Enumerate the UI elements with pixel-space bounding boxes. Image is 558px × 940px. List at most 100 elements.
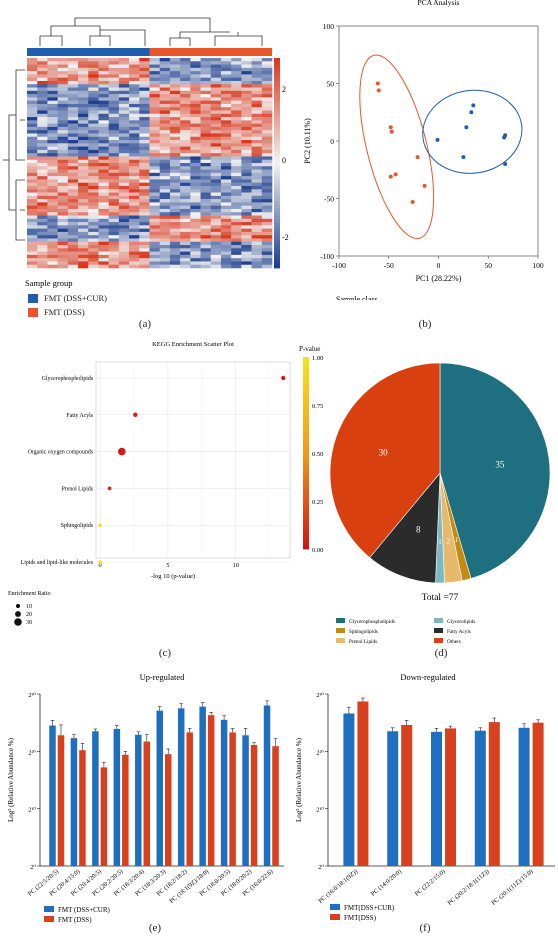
colorbar-tick-low: -2 [282, 233, 289, 242]
heatmap-cell [88, 113, 99, 118]
heatmap-cell [37, 133, 48, 138]
heatmap-cell [180, 130, 191, 134]
heatmap-cell [108, 245, 120, 249]
heatmap-cell [47, 241, 58, 246]
heatmap-cell [88, 97, 99, 101]
heatmap-cell [27, 258, 38, 262]
heatmap-cell [78, 100, 89, 105]
heatmap-cell [261, 74, 273, 78]
heatmap-cell [200, 179, 212, 183]
heatmap-cell [47, 202, 58, 206]
heatmap-cell [78, 176, 89, 180]
heatmap-cell [98, 179, 109, 183]
heatmap-cell [27, 218, 38, 223]
heatmap-cell [169, 202, 181, 206]
heatmap-cell [78, 228, 89, 233]
bar-dss [272, 746, 279, 866]
heatmap-cell [98, 71, 109, 75]
heatmap-cell [180, 146, 191, 151]
heatmap-cell [37, 58, 48, 62]
heatmap-cell [220, 215, 232, 220]
heatmap-cell [231, 218, 242, 223]
heatmap-cell [27, 149, 38, 154]
heatmap-cell [129, 107, 140, 111]
heatmap-cell [159, 205, 171, 210]
heatmap-cell [159, 71, 171, 75]
heatmap-cell [139, 163, 150, 167]
heatmap-cell [190, 258, 201, 262]
point-dss [388, 174, 393, 179]
heatmap-cell [98, 192, 109, 197]
heatmap-cell [190, 133, 201, 138]
heatmap-cell [180, 94, 191, 98]
heatmap-cell [139, 169, 150, 174]
heatmap-cell [159, 228, 171, 233]
heatmap-cell [251, 212, 263, 216]
heatmap-cell [241, 153, 252, 157]
heatmap-cell [200, 241, 212, 246]
heatmap-cell [190, 100, 201, 105]
heatmap-cell [231, 153, 242, 157]
heatmap-cell [200, 94, 212, 98]
heatmap-cell [47, 156, 58, 161]
heatmap-cell [37, 182, 48, 187]
heatmap-cell [231, 120, 242, 124]
heatmap-cell [129, 117, 140, 121]
heatmap-cell [118, 238, 130, 243]
heatmap-cell [190, 189, 201, 193]
pie-value-label: 1 [455, 536, 459, 544]
heatmap-cell [78, 74, 89, 78]
heatmap-cell [129, 159, 140, 164]
heatmap-cell [57, 179, 69, 183]
heatmap-cell [47, 77, 58, 82]
heatmap-cell [78, 67, 89, 72]
colorbar-segment [303, 383, 309, 389]
heatmap-cell [118, 245, 130, 249]
panel-label-c: (c) [158, 647, 172, 659]
heatmap-cell [27, 169, 38, 174]
heatmap-cell [169, 77, 181, 82]
heatmap-cell [159, 212, 171, 216]
heatmap-cell [98, 185, 109, 190]
heatmap-cell [37, 126, 48, 131]
heatmap-cell [78, 113, 89, 118]
heatmap-cell [88, 251, 99, 256]
heatmap-cell [27, 208, 38, 213]
heatmap-cell [241, 218, 252, 223]
heatmap-cell [220, 212, 232, 216]
heatmap-cell [37, 71, 48, 75]
heatmap-cell [261, 159, 273, 164]
y-axis-label: Log² (Relative Abundance %) [7, 737, 15, 822]
heatmap-cell [27, 67, 38, 72]
heatmap-cell [159, 143, 171, 147]
heatmap-cell [169, 238, 181, 243]
heatmap-cell [180, 166, 191, 170]
heatmap-cell [67, 120, 79, 124]
heatmap-cell [149, 192, 161, 197]
heatmap-cell [57, 87, 69, 92]
heatmap-cell [108, 258, 120, 262]
bar-dss [165, 754, 172, 866]
colorbar-segment [303, 499, 309, 504]
heatmap-cell [220, 113, 232, 118]
heatmap-cell [108, 130, 120, 134]
heatmap-cell [210, 149, 222, 154]
heatmap-cell [88, 64, 99, 69]
heatmap-cell [98, 113, 109, 118]
heatmap-cell [231, 172, 242, 177]
pie-slice [369, 472, 441, 584]
y-tick-label: -100 [320, 252, 334, 261]
heatmap-cell [231, 185, 242, 190]
heatmap-cell [190, 120, 201, 124]
heatmap-cell [149, 80, 161, 85]
pie-legend-swatch [336, 638, 345, 643]
heatmap-cell [37, 218, 48, 223]
colorbar-segment [303, 376, 309, 381]
heatmap-cell [118, 215, 130, 220]
heatmap-cell [129, 146, 140, 151]
heatmap-cell [231, 130, 242, 134]
heatmap-cell [118, 254, 130, 259]
heatmap-cell [220, 176, 232, 180]
heatmap-cell [57, 169, 69, 174]
